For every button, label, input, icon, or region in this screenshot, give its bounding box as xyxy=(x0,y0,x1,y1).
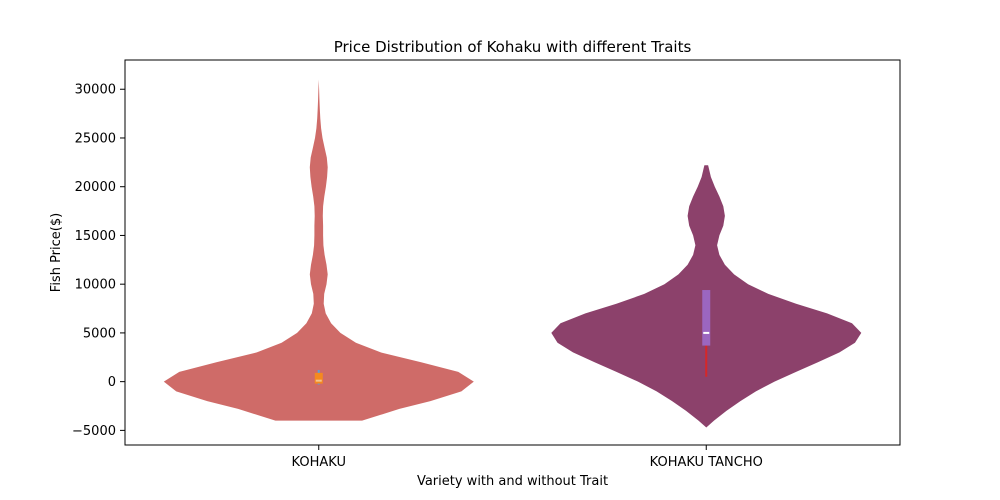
y-axis-label: Fish Price($) xyxy=(49,213,64,292)
y-tick-label: 15000 xyxy=(75,229,116,244)
x-axis: KOHAKU KOHAKU TANCHO xyxy=(292,445,763,470)
x-tick-label: KOHAKU TANCHO xyxy=(650,455,763,470)
x-tick-label: KOHAKU xyxy=(292,455,346,470)
y-tick-label: 10000 xyxy=(75,278,116,293)
y-tick-label: 5000 xyxy=(83,326,116,341)
y-tick-label: 0 xyxy=(108,375,116,390)
plot-frame xyxy=(124,59,901,446)
y-tick-label: 20000 xyxy=(75,180,116,195)
y-tick-label: 30000 xyxy=(75,83,116,98)
violin-box-0 xyxy=(314,372,323,384)
y-tick-label: 25000 xyxy=(75,131,116,146)
x-axis-label: Variety with and without Trait xyxy=(417,474,608,489)
violin-group xyxy=(163,79,862,428)
y-axis: −5000 0 5000 10000 15000 20000 25000 30000 xyxy=(72,83,125,439)
chart-title: Price Distribution of Kohaku with differ… xyxy=(334,38,692,56)
y-tick-label: −5000 xyxy=(72,424,116,439)
violin-body-0 xyxy=(163,79,474,421)
violin-box-1 xyxy=(702,290,711,346)
